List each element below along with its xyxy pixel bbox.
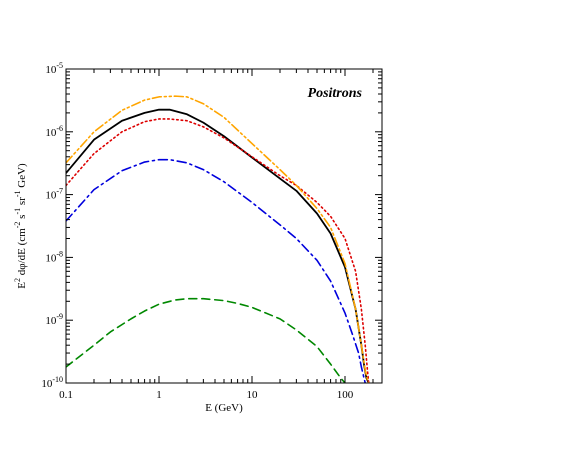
x-tick-label: 1: [156, 389, 162, 401]
y-tick-label: 10-10: [41, 375, 63, 390]
series-line-dash-dot-dot: [66, 95, 370, 383]
series-line-solid: [66, 108, 370, 383]
series-line-dotted: [66, 118, 370, 383]
y-tick-label: 10-9: [45, 312, 63, 327]
tick-layer: [65, 68, 382, 384]
y-tick-label: 10-8: [45, 249, 63, 264]
x-tick-label: 0.1: [59, 389, 73, 401]
x-tick-label: 10: [246, 389, 258, 401]
series-layer: [66, 95, 370, 383]
y-tick-label: 10-6: [45, 124, 63, 139]
series-line-dashed: [66, 297, 346, 383]
x-axis-label: E (GeV): [205, 402, 243, 414]
label-layer: 0.1 1 10 100 10-10 10-9 10-8 10-7 10-6 10-5: [41, 61, 353, 401]
x-tick-label: 100: [337, 389, 354, 401]
chart-annotation: Positrons: [308, 86, 363, 101]
y-tick-label: 10-7: [45, 187, 63, 202]
y-axis-label: E2 dφ/dE (cm-2 s-1 sr-1 GeV): [13, 163, 28, 289]
series-line-dash-dot: [66, 158, 367, 383]
y-tick-label: 10-5: [45, 61, 63, 76]
